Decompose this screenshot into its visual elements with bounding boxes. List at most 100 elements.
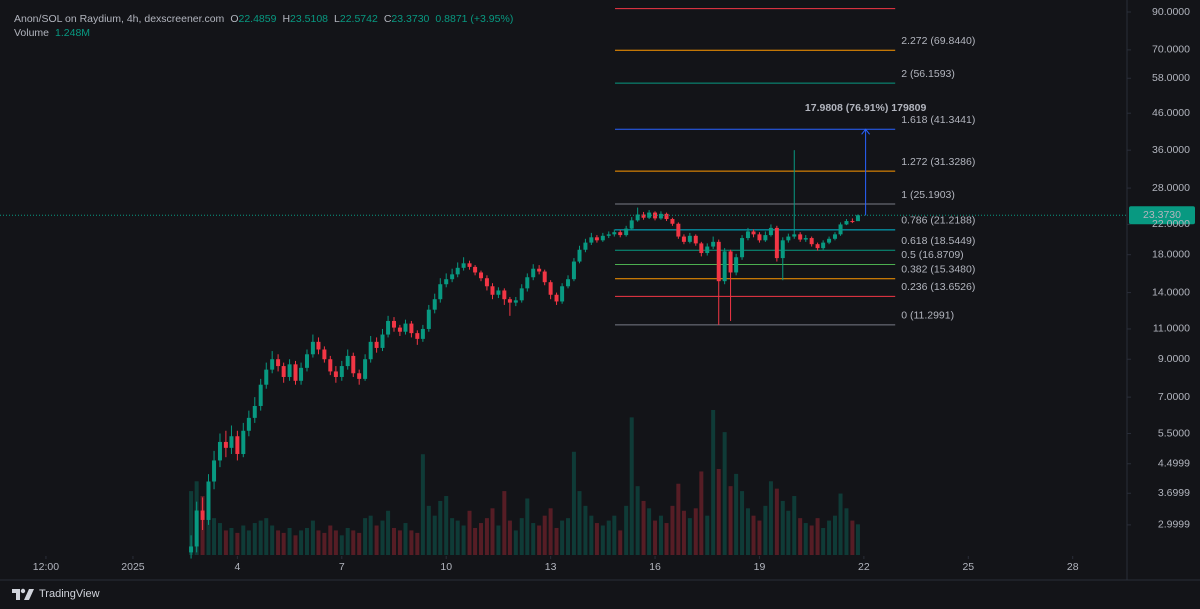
candle-body: [560, 286, 565, 302]
volume-bar: [606, 520, 611, 555]
candle-body: [333, 371, 338, 377]
volume-bar: [728, 486, 733, 555]
candle-body: [328, 359, 333, 372]
candle-body: [554, 294, 559, 302]
candle-body: [252, 405, 257, 418]
candle-body: [844, 221, 849, 225]
y-tick-label: 11.0000: [1153, 323, 1190, 335]
candle-body: [450, 274, 455, 280]
volume-bar: [821, 527, 826, 555]
candle-body: [281, 366, 286, 377]
candle-body: [629, 220, 634, 229]
header-row: Anon/SOL on Raydium, 4h, dexscreener.com…: [14, 13, 513, 25]
candle-body: [479, 272, 484, 279]
volume-bar: [293, 535, 298, 555]
y-tick-label: 46.0000: [1152, 107, 1190, 119]
candle-body: [241, 430, 246, 455]
candle-body: [734, 257, 739, 273]
candle-body: [728, 251, 733, 273]
candle-body: [815, 244, 820, 249]
candle-body: [745, 231, 750, 239]
candle-body: [589, 237, 594, 243]
x-tick-label: 16: [649, 561, 661, 573]
volume-bar: [809, 525, 814, 555]
volume-bar: [229, 527, 234, 555]
volume-bar: [774, 488, 779, 555]
candle-body: [658, 213, 663, 219]
candle-body: [751, 231, 756, 235]
candle-body: [676, 223, 681, 237]
candle-body: [391, 320, 396, 328]
volume-bar: [223, 530, 228, 555]
candle-body: [792, 234, 797, 237]
candle-body: [461, 263, 466, 268]
volume-bar: [537, 525, 542, 555]
candle-body: [258, 384, 263, 406]
volume-bar: [438, 500, 443, 555]
volume-bar: [740, 491, 745, 555]
fib-label: 0.786 (21.2188): [901, 215, 975, 227]
candle-body: [409, 323, 414, 334]
candle-body: [653, 212, 658, 219]
candle-body: [444, 279, 449, 285]
candle-body: [438, 284, 443, 300]
candle-body: [740, 238, 745, 258]
candle-body: [455, 267, 460, 275]
candle-body: [525, 277, 530, 289]
candle-body: [850, 221, 855, 223]
volume-bar: [444, 496, 449, 555]
candle-body: [542, 271, 547, 283]
volume-bar: [276, 530, 281, 555]
overlay-layer: 17.9808 (76.91%) 179809 23.3730: [0, 102, 1195, 225]
volume-bar: [473, 527, 478, 555]
volume-bar: [217, 523, 222, 555]
candle-body: [600, 235, 605, 241]
candle-body: [827, 238, 832, 243]
y-tick-label: 14.0000: [1152, 286, 1190, 298]
volume-bar: [339, 535, 344, 555]
fib-label: 0.618 (18.5449): [901, 235, 975, 247]
volume-bar: [363, 518, 368, 555]
x-tick-label: 28: [1067, 561, 1079, 573]
volume-name: Volume: [14, 27, 50, 39]
candle-body: [670, 219, 675, 224]
y-tick-label: 9.0000: [1158, 353, 1190, 365]
candle-body: [809, 238, 814, 245]
candle-body: [531, 268, 536, 278]
volume-bar: [653, 520, 658, 555]
fib-label: 1.272 (31.3286): [901, 156, 975, 168]
volume-bar: [304, 527, 309, 555]
candle-body: [786, 236, 791, 241]
candle-body: [484, 278, 489, 287]
volume-bar: [716, 468, 721, 555]
candle-body: [415, 333, 420, 339]
measure-arrowhead: [861, 128, 871, 135]
volume-bar: [322, 532, 327, 555]
fib-label: 0.236 (13.6526): [901, 281, 975, 293]
ohlc-item: H23.5108: [282, 13, 328, 25]
candle-body: [583, 242, 588, 250]
candle-body: [310, 341, 315, 355]
volume-bar: [206, 510, 211, 555]
candle-body: [537, 268, 542, 272]
volume-bar: [479, 523, 484, 555]
candle-body: [664, 213, 669, 220]
x-tick-label: 22: [858, 561, 870, 573]
candle-body: [803, 238, 808, 240]
y-tick-label: 28.0000: [1152, 182, 1190, 194]
candle-body: [757, 234, 762, 241]
candle-body: [711, 241, 716, 247]
candle-body: [467, 263, 472, 267]
volume-bar: [380, 520, 385, 555]
volume-bar: [803, 523, 808, 555]
fib-label: 1 (25.1903): [901, 189, 955, 201]
candle-body: [548, 282, 553, 295]
volume-bar: [612, 515, 617, 555]
y-tick-label: 7.0000: [1158, 391, 1190, 403]
y-tick-label: 22.0000: [1152, 218, 1190, 230]
volume-bar: [635, 486, 640, 555]
volume-bar: [525, 498, 530, 555]
volume-value: 1.248M: [55, 27, 91, 39]
candle-body: [768, 227, 773, 236]
volume-bar: [647, 508, 652, 555]
